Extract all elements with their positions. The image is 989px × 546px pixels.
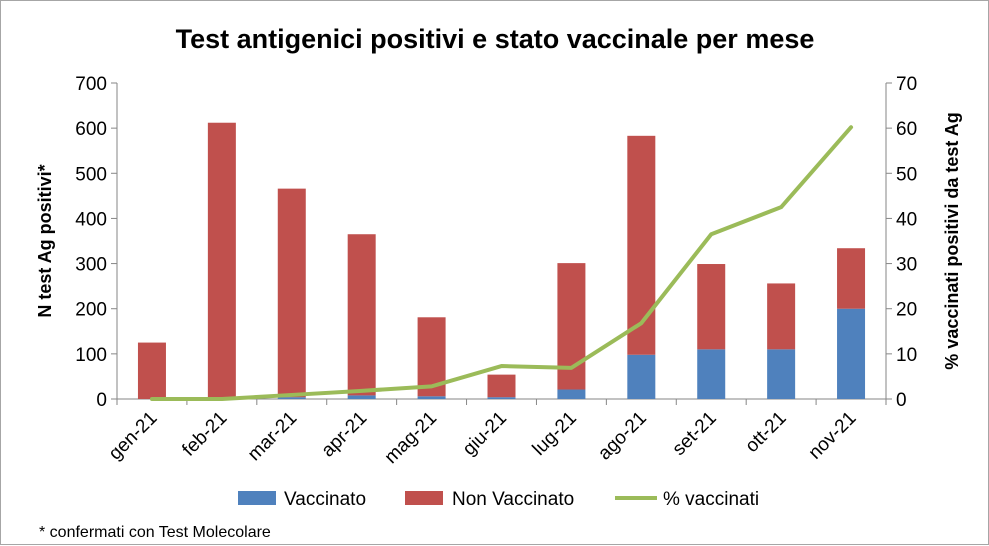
bar-vaccinato [557, 389, 586, 399]
y-tick-left-label: 600 [75, 119, 107, 140]
bar-non-vaccinato [137, 342, 166, 399]
y-tick-left-label: 100 [75, 345, 107, 366]
bar-non-vaccinato [557, 263, 586, 390]
bar-non-vaccinato [277, 188, 306, 398]
legend-swatch-vaccinato [238, 491, 276, 505]
y-tick-left-label: 500 [75, 164, 107, 185]
vaccinated-percent-line-layer [149, 125, 854, 401]
line-point [430, 384, 434, 388]
y-tick-left-label: 0 [96, 390, 107, 411]
line-point [150, 397, 154, 401]
line-point [500, 364, 503, 368]
y-tick-left-label: 200 [75, 300, 107, 321]
footnote: * confermati con Test Molecolare [39, 524, 271, 541]
legend-swatch-non-vaccinato [405, 491, 443, 505]
bar-vaccinato [767, 349, 796, 399]
y-axis-title-left: N test Ag positivi* [35, 164, 55, 317]
bar-non-vaccinato [697, 264, 726, 350]
bar-non-vaccinato [207, 122, 236, 400]
line-point [779, 205, 783, 209]
y-tick-right-label: 40 [896, 209, 917, 230]
axes: 0 100 200 300 400 500 600 700 0 10 20 30 40 50 60 70 gen… [75, 74, 917, 468]
legend: Vaccinato Non Vaccinato % vaccinati [238, 489, 759, 510]
x-tick-label: apr-21 [318, 408, 372, 462]
y-tick-right-label: 50 [896, 164, 917, 185]
bar-non-vaccinato [837, 248, 866, 309]
x-tick-label: mag-21 [381, 408, 441, 468]
bar-vaccinato [627, 354, 656, 399]
bar-vaccinato [347, 395, 376, 399]
y-tick-right-label: 70 [896, 74, 917, 95]
bar-vaccinato [417, 396, 446, 399]
x-tick-label: feb-21 [178, 408, 231, 461]
legend-label-non-vaccinato: Non Vaccinato [452, 489, 574, 510]
x-tick-label: giu-21 [459, 408, 511, 460]
x-tick-label: ago-21 [594, 408, 651, 465]
x-tick-label: lug-21 [529, 408, 581, 460]
line-point [569, 366, 573, 370]
bar-vaccinato [487, 397, 516, 399]
y-axis-title-right: % vaccinati positivi da test Ag [942, 112, 962, 369]
line-point [290, 393, 294, 397]
line-percent-vaccinati [149, 125, 854, 401]
y-tick-right-label: 30 [896, 255, 917, 276]
bar-non-vaccinato [487, 374, 516, 398]
bar-non-vaccinato [347, 234, 376, 396]
bars [137, 122, 866, 400]
bar-non-vaccinato [767, 283, 796, 350]
x-tick-label: nov-21 [805, 408, 861, 464]
line-point [709, 232, 713, 236]
y-tick-left-label: 700 [75, 74, 107, 95]
legend-label-percent-vaccinati: % vaccinati [663, 489, 759, 510]
x-tick-label: ott-21 [741, 408, 790, 457]
line-point [360, 389, 364, 393]
y-tick-right-label: 60 [896, 119, 917, 140]
y-tick-right-label: 20 [896, 300, 917, 321]
line-point [849, 125, 853, 129]
y-tick-left-label: 400 [75, 209, 107, 230]
x-tick-label: mar-21 [244, 408, 301, 465]
bar-vaccinato [837, 308, 866, 399]
line-point [220, 397, 224, 401]
bar-vaccinato [697, 349, 726, 399]
legend-label-vaccinato: Vaccinato [284, 489, 366, 510]
y-tick-right-label: 0 [896, 390, 907, 411]
y-tick-left-label: 300 [75, 255, 107, 276]
bar-non-vaccinato [627, 135, 656, 355]
line-point [639, 321, 643, 325]
y-tick-right-label: 10 [896, 345, 917, 366]
x-tick-label: gen-21 [105, 408, 162, 465]
chart-title: Test antigenici positivi e stato vaccina… [176, 24, 815, 54]
x-tick-label: set-21 [669, 408, 721, 460]
bar-vaccinato [277, 397, 306, 399]
